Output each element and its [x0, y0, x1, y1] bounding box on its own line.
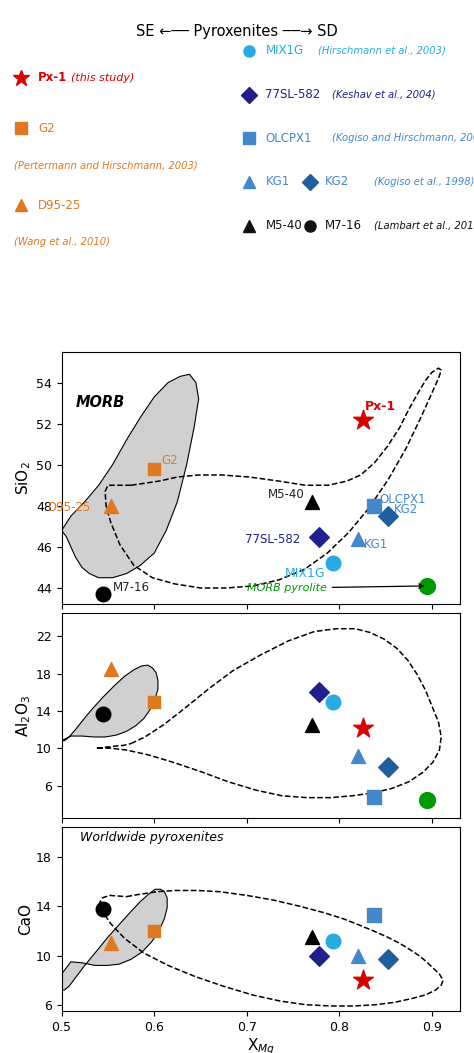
Text: SE ←── Pyroxenites ──→ SD: SE ←── Pyroxenites ──→ SD	[136, 24, 338, 39]
Polygon shape	[62, 665, 158, 740]
Point	[107, 935, 115, 952]
Text: KG2: KG2	[325, 176, 349, 188]
Point	[308, 493, 315, 510]
Text: Worldwide pyroxenites: Worldwide pyroxenites	[80, 832, 224, 845]
Text: M7-16: M7-16	[112, 581, 150, 594]
Point	[308, 929, 315, 946]
Point	[424, 792, 431, 809]
Point	[424, 577, 431, 594]
Text: M7-16: M7-16	[325, 219, 362, 232]
Polygon shape	[62, 889, 167, 990]
Y-axis label: SiO$_2$: SiO$_2$	[14, 461, 33, 495]
Polygon shape	[62, 374, 199, 578]
Point	[329, 555, 337, 572]
Text: Px-1: Px-1	[365, 400, 396, 413]
Point	[359, 411, 366, 428]
Text: 77SL-582: 77SL-582	[265, 88, 321, 101]
Text: G2: G2	[162, 454, 178, 466]
Y-axis label: Al$_2$O$_3$: Al$_2$O$_3$	[15, 695, 33, 736]
Point	[329, 693, 337, 710]
Text: (Pertermann and Hirschmann, 2003): (Pertermann and Hirschmann, 2003)	[14, 160, 198, 170]
Point	[370, 789, 377, 806]
X-axis label: X$_{Mg}$: X$_{Mg}$	[246, 1036, 275, 1053]
Text: (Lambart et al., 2013): (Lambart et al., 2013)	[374, 220, 474, 231]
Text: D95-25: D95-25	[48, 501, 91, 514]
Point	[359, 719, 366, 736]
Text: G2: G2	[38, 121, 55, 135]
Point	[308, 716, 315, 733]
Point	[370, 907, 377, 923]
Point	[315, 683, 323, 700]
Point	[354, 948, 362, 965]
Text: (Hirschmann et al., 2003): (Hirschmann et al., 2003)	[318, 46, 446, 56]
Text: OLCPX1: OLCPX1	[379, 493, 426, 505]
Text: (Kogiso and Hirschmann, 2001): (Kogiso and Hirschmann, 2001)	[332, 133, 474, 143]
Text: (Wang et al., 2010): (Wang et al., 2010)	[14, 237, 110, 247]
Y-axis label: CaO: CaO	[18, 902, 33, 935]
Point	[150, 922, 158, 939]
Point	[150, 693, 158, 710]
Text: M5-40: M5-40	[265, 219, 302, 232]
Text: OLCPX1: OLCPX1	[265, 132, 312, 144]
Point	[385, 758, 392, 775]
Point	[107, 497, 115, 514]
Text: M5-40: M5-40	[268, 488, 305, 500]
Text: KG1: KG1	[265, 176, 290, 188]
Text: MIX1G: MIX1G	[285, 567, 325, 580]
Text: MORB pyrolite: MORB pyrolite	[247, 583, 423, 593]
Text: KG1: KG1	[364, 538, 388, 551]
Text: D95-25: D95-25	[38, 199, 81, 212]
Text: (this study): (this study)	[71, 73, 135, 83]
Point	[100, 706, 107, 722]
Text: (Kogiso et al., 1998): (Kogiso et al., 1998)	[374, 177, 474, 186]
Point	[329, 933, 337, 950]
Point	[107, 660, 115, 677]
Point	[370, 497, 377, 514]
Point	[424, 1015, 431, 1032]
Point	[385, 951, 392, 968]
Text: (Keshav et al., 2004): (Keshav et al., 2004)	[332, 90, 436, 99]
Text: 77SL-582: 77SL-582	[245, 533, 300, 545]
Text: MIX1G: MIX1G	[265, 44, 303, 57]
Text: KG2: KG2	[394, 503, 418, 516]
Point	[354, 531, 362, 548]
Point	[359, 972, 366, 989]
Point	[100, 585, 107, 602]
Text: Px-1: Px-1	[38, 72, 67, 84]
Point	[315, 948, 323, 965]
Text: MORB: MORB	[75, 395, 125, 411]
Point	[354, 748, 362, 764]
Point	[100, 900, 107, 917]
Point	[385, 508, 392, 524]
Point	[315, 529, 323, 545]
Point	[150, 460, 158, 477]
